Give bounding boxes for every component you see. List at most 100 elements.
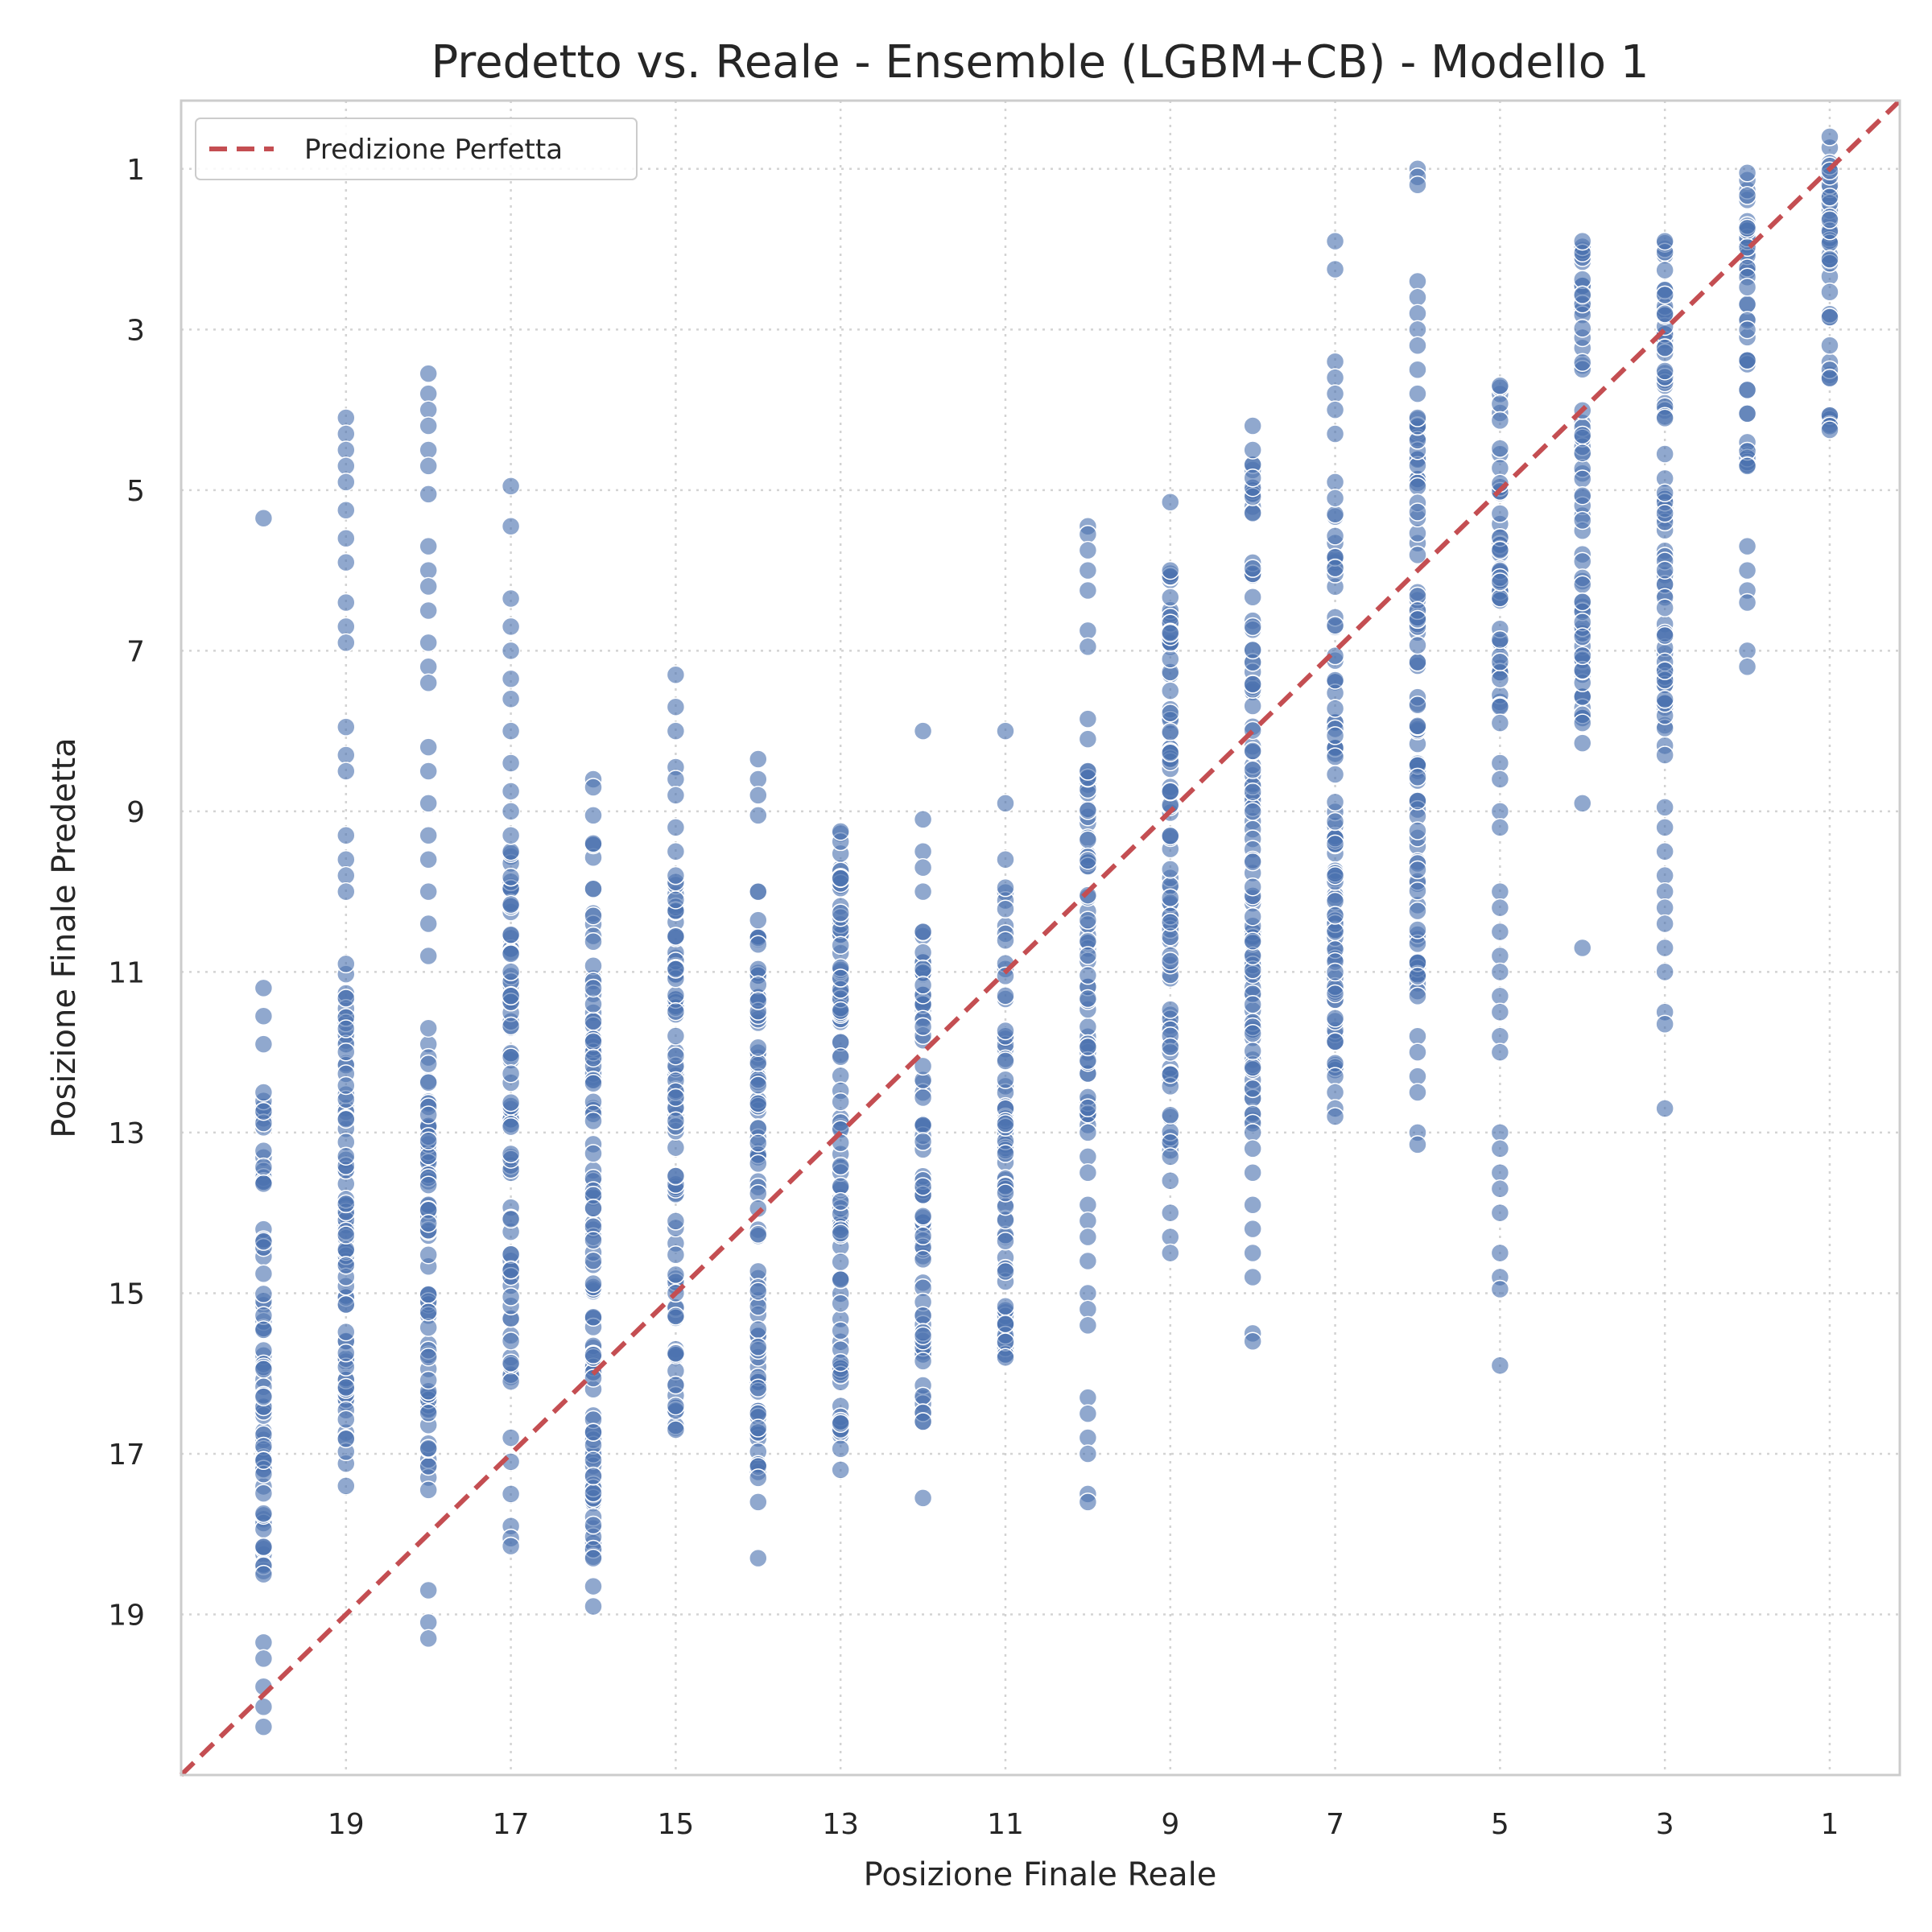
scatter-point xyxy=(584,1230,603,1250)
scatter-point xyxy=(1737,592,1757,613)
scatter-point xyxy=(831,1460,850,1480)
scatter-point xyxy=(1490,1356,1510,1375)
scatter-point xyxy=(584,778,603,797)
scatter-point xyxy=(419,1175,438,1195)
scatter-point xyxy=(1573,733,1592,753)
scatter-point xyxy=(1078,1017,1098,1037)
scatter-point xyxy=(419,1073,438,1092)
scatter-point xyxy=(913,922,933,942)
scatter-point xyxy=(1325,906,1345,925)
scatter-point xyxy=(501,753,521,773)
scatter-point xyxy=(501,1117,521,1137)
scatter-point xyxy=(1325,1009,1345,1028)
scatter-point xyxy=(996,1114,1015,1133)
scatter-point xyxy=(254,1083,274,1102)
scatter-point xyxy=(1243,416,1262,436)
scatter-point xyxy=(996,1183,1015,1203)
scatter-point xyxy=(1243,440,1262,460)
scatter-point xyxy=(336,1019,356,1038)
scatter-point xyxy=(1655,1014,1674,1034)
scatter-point xyxy=(419,1456,438,1476)
scatter-point xyxy=(1655,898,1674,918)
scatter-point xyxy=(1655,842,1674,861)
scatter-point xyxy=(831,1294,850,1313)
scatter-point xyxy=(996,1021,1015,1041)
x-tick-label: 17 xyxy=(493,1808,530,1841)
scatter-point xyxy=(419,1403,438,1423)
scatter-point xyxy=(336,1225,356,1245)
scatter-point xyxy=(666,770,686,789)
scatter-point xyxy=(996,1070,1015,1089)
scatter-point xyxy=(254,1360,274,1379)
scatter-point xyxy=(336,552,356,572)
scatter-point xyxy=(1243,906,1262,927)
scatter-point xyxy=(831,1414,850,1433)
scatter-point xyxy=(584,1451,603,1470)
scatter-point xyxy=(749,1337,768,1356)
scatter-point xyxy=(501,1353,521,1373)
scatter-point xyxy=(1243,1079,1262,1099)
scatter-point xyxy=(831,1269,850,1290)
scatter-point xyxy=(666,1375,686,1395)
scatter-point xyxy=(666,665,686,685)
scatter-point xyxy=(336,456,356,476)
scatter-point xyxy=(1161,952,1180,971)
scatter-point xyxy=(419,560,438,580)
scatter-point xyxy=(1490,818,1510,837)
scatter-point xyxy=(1325,489,1345,508)
scatter-point xyxy=(254,1387,274,1406)
scatter-point xyxy=(584,1483,603,1503)
scatter-point xyxy=(749,1199,768,1219)
scatter-point xyxy=(1573,575,1592,595)
scatter-point xyxy=(1408,336,1427,356)
scatter-point xyxy=(501,842,521,861)
scatter-point xyxy=(1490,540,1510,560)
scatter-point xyxy=(419,1370,438,1390)
scatter-point xyxy=(254,978,274,998)
scatter-point xyxy=(1325,866,1345,886)
scatter-point xyxy=(584,1345,603,1365)
scatter-point xyxy=(419,1629,438,1649)
scatter-point xyxy=(1243,1195,1262,1215)
scatter-point xyxy=(1078,637,1098,657)
scatter-point xyxy=(336,1294,356,1315)
scatter-point xyxy=(749,1468,768,1488)
scatter-point xyxy=(501,802,521,821)
scatter-point xyxy=(1243,782,1262,802)
scatter-point xyxy=(1820,127,1839,147)
scatter-point xyxy=(419,657,438,677)
scatter-point xyxy=(1490,411,1510,431)
scatter-point xyxy=(1243,741,1262,761)
scatter-point xyxy=(584,879,603,899)
scatter-point xyxy=(419,440,438,460)
scatter-point xyxy=(1820,420,1839,440)
scatter-point xyxy=(1243,1331,1262,1352)
scatter-point xyxy=(1573,592,1592,612)
scatter-point xyxy=(336,1255,356,1275)
scatter-point xyxy=(831,1321,850,1340)
scatter-point xyxy=(1655,483,1674,503)
scatter-point xyxy=(1078,1428,1098,1447)
scatter-point xyxy=(1408,716,1427,736)
scatter-point xyxy=(584,1048,603,1068)
scatter-point xyxy=(913,1116,933,1135)
scatter-point xyxy=(584,1548,603,1568)
scatter-point xyxy=(419,1302,438,1322)
scatter-point xyxy=(584,931,603,952)
scatter-point xyxy=(831,1224,850,1243)
scatter-point xyxy=(1655,661,1674,680)
scatter-point xyxy=(1490,1139,1510,1158)
scatter-point xyxy=(1737,163,1757,183)
x-tick-label: 15 xyxy=(657,1808,694,1841)
scatter-point xyxy=(1243,675,1262,694)
scatter-point xyxy=(1490,1243,1510,1263)
scatter-point xyxy=(254,1504,274,1523)
scatter-point xyxy=(1490,394,1510,414)
x-axis-label: Posizione Finale Reale xyxy=(864,1856,1217,1893)
scatter-point xyxy=(419,737,438,757)
scatter-point xyxy=(501,1484,521,1504)
scatter-point xyxy=(336,1429,356,1449)
scatter-point xyxy=(1243,617,1262,637)
scatter-point xyxy=(1078,540,1098,560)
scatter-point xyxy=(1325,616,1345,635)
